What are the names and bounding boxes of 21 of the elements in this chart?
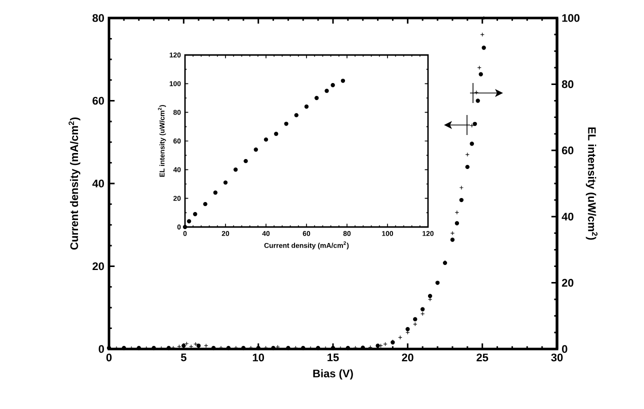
y-tick-label: 60 <box>92 96 104 105</box>
y-axis-title: Current density (mA/cm$^{2}$) <box>68 117 80 250</box>
y-tick-label: 40 <box>92 180 104 188</box>
y2-tick-label: 60 <box>562 146 574 154</box>
x-tick-label: 10 <box>252 354 264 362</box>
y2-tick-label: 0 <box>562 345 568 353</box>
y-tick-label: 20 <box>92 262 104 270</box>
y2-tick-label: 80 <box>562 80 574 88</box>
x-tick-label: 30 <box>551 354 563 362</box>
x-tick-label: 25 <box>476 354 488 362</box>
x-axis-title: Bias (V) <box>313 369 353 380</box>
x-tick-label: 20 <box>402 354 414 362</box>
y-tick-label: 0 <box>98 345 104 353</box>
y2-tick-label: 40 <box>562 212 574 220</box>
x-tick-label: 0 <box>106 354 112 362</box>
x-tick-label: 15 <box>328 354 339 362</box>
y-tick-label: 80 <box>92 14 104 22</box>
y2-tick-label: 20 <box>562 278 574 287</box>
y2-tick-label: 100 <box>562 14 580 22</box>
y2-axis-title: EL intensity (uW/cm$^{2}$) <box>586 127 598 240</box>
x-tick-label: 5 <box>180 354 186 362</box>
